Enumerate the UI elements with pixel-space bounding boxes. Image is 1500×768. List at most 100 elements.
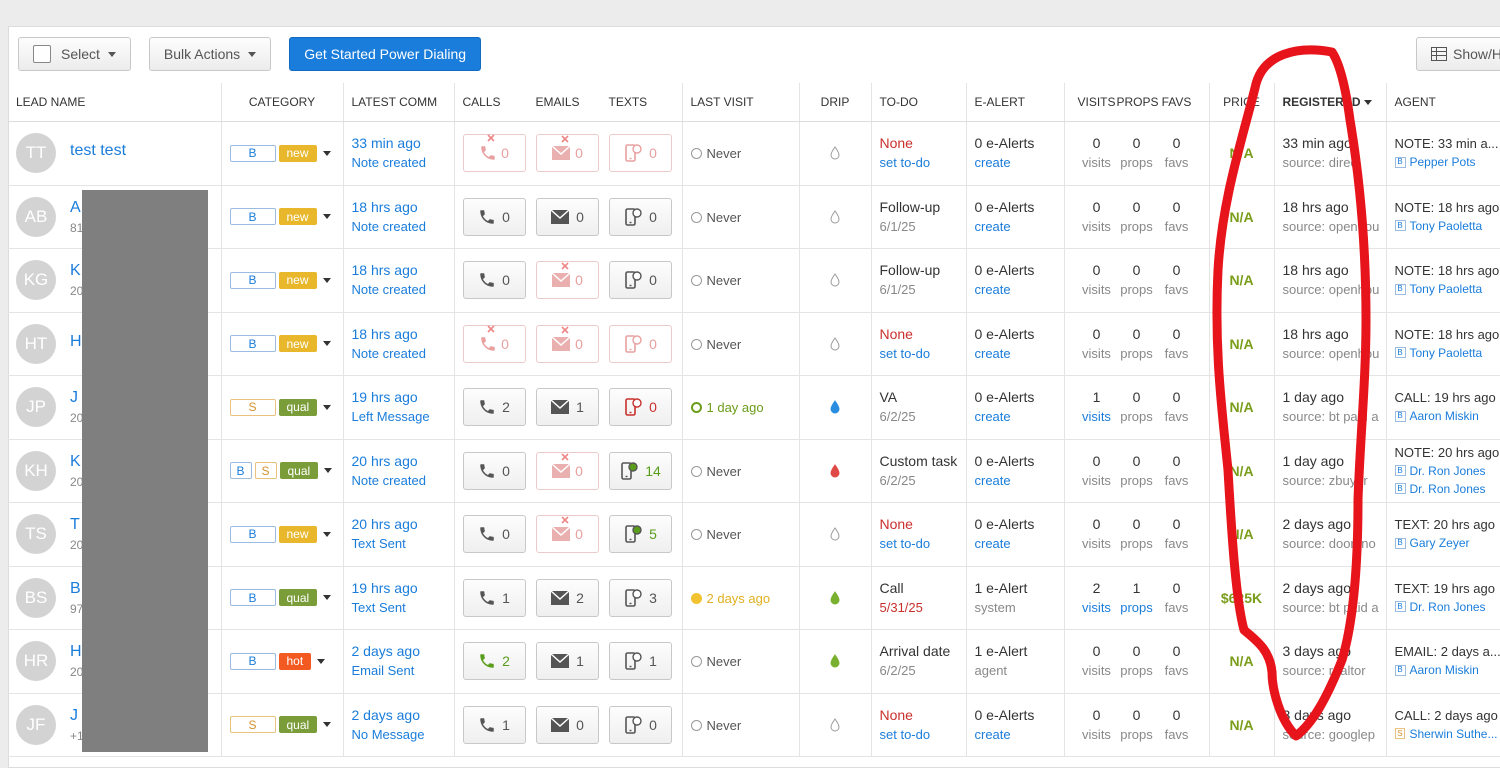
status-badge[interactable]: new [278, 525, 317, 543]
lead-name-link[interactable]: K [70, 452, 81, 470]
lead-name-link[interactable]: A [70, 198, 81, 216]
call-button[interactable]: 0 [462, 197, 526, 236]
lead-name-link[interactable]: K [70, 262, 81, 280]
drip-icon[interactable] [830, 273, 840, 287]
comm-type[interactable]: Note created [351, 472, 426, 488]
todo-date[interactable]: set to-do [879, 345, 931, 361]
col-registered[interactable]: REGISTERED [1274, 83, 1387, 122]
col-ealert[interactable]: E-ALERT [966, 83, 1065, 122]
chevron-down-icon[interactable] [322, 341, 331, 347]
todo-date[interactable]: set to-do [879, 536, 931, 552]
drip-icon[interactable] [830, 463, 840, 478]
ealert-action[interactable]: create [974, 282, 1011, 298]
col-props[interactable]: PROPS [1116, 95, 1159, 109]
text-button[interactable]: 14 [608, 451, 672, 490]
col-category[interactable]: CATEGORY [221, 83, 344, 122]
todo-date[interactable]: 6/1/25 [879, 282, 916, 298]
email-button[interactable]: 2 [535, 578, 599, 617]
comm-type[interactable]: Email Sent [351, 663, 415, 679]
comm-type[interactable]: Note created [351, 155, 426, 171]
ealert-action[interactable]: create [974, 345, 1011, 361]
email-button[interactable]: 1 [535, 388, 599, 427]
comm-time[interactable]: 19 hrs ago [351, 579, 418, 596]
lead-name-link[interactable]: T [70, 516, 80, 534]
todo-date[interactable]: 5/31/25 [879, 599, 923, 615]
comm-type[interactable]: Note created [351, 218, 426, 234]
ealert-action[interactable]: create [974, 155, 1011, 171]
text-button[interactable]: 0 [608, 134, 672, 173]
agent-link[interactable]: B Tony Paoletta [1394, 344, 1498, 362]
category-tag-b[interactable]: B [229, 589, 276, 607]
text-button[interactable]: 3 [608, 578, 672, 617]
category-tag-b[interactable]: B [229, 525, 276, 543]
comm-type[interactable]: Left Message [351, 409, 430, 425]
email-button[interactable]: 0 [535, 197, 599, 236]
status-badge[interactable]: new [278, 208, 317, 226]
drip-icon[interactable] [830, 654, 840, 668]
lead-name-link[interactable]: J [70, 389, 78, 407]
status-badge[interactable]: new [278, 335, 317, 353]
todo-title[interactable]: Follow-up [879, 198, 941, 215]
status-badge[interactable]: qual [278, 589, 318, 607]
todo-date[interactable]: 6/2/25 [879, 409, 916, 425]
comm-time[interactable]: 2 days ago [351, 643, 421, 660]
avatar[interactable]: KG [16, 260, 56, 301]
comm-time[interactable]: 19 hrs ago [351, 389, 418, 406]
avatar[interactable]: HR [16, 641, 56, 682]
comm-type[interactable]: Note created [351, 282, 426, 298]
col-lead-name[interactable]: LEAD NAME [8, 83, 222, 122]
text-button[interactable]: 0 [608, 261, 672, 300]
email-button[interactable]: 0 [535, 451, 599, 490]
comm-type[interactable]: Text Sent [351, 599, 406, 615]
call-button[interactable]: 2 [462, 642, 526, 681]
call-button[interactable]: 0 [462, 134, 526, 173]
col-visits[interactable]: VISITS [1077, 95, 1116, 109]
comm-time[interactable]: 33 min ago [351, 135, 421, 152]
status-badge[interactable]: new [278, 271, 317, 289]
ealert-action[interactable]: create [974, 218, 1011, 234]
avatar[interactable]: HT [16, 323, 56, 364]
category-tag-b[interactable]: B [229, 652, 276, 670]
drip-icon[interactable] [830, 717, 840, 732]
todo-title[interactable]: Follow-up [879, 262, 941, 279]
email-button[interactable]: 0 [535, 705, 599, 744]
category-tag-s[interactable]: S [229, 398, 276, 416]
agent-link[interactable]: B Aaron Miskin [1394, 407, 1498, 425]
agent-link[interactable]: B Pepper Pots [1394, 153, 1498, 171]
props-label[interactable]: props [1120, 599, 1153, 615]
email-button[interactable]: 0 [535, 515, 599, 554]
visits-label[interactable]: visits [1082, 409, 1111, 425]
comm-type[interactable]: Text Sent [351, 536, 406, 552]
status-badge[interactable]: new [278, 144, 317, 162]
drip-icon[interactable] [830, 146, 840, 160]
col-price[interactable]: PRICE [1209, 83, 1275, 122]
agent-link[interactable]: B Tony Paoletta [1394, 280, 1498, 298]
category-tag-b[interactable]: B [229, 271, 276, 289]
avatar[interactable]: KH [16, 450, 56, 491]
text-button[interactable]: 1 [608, 642, 672, 681]
drip-icon[interactable] [830, 400, 840, 414]
comm-time[interactable]: 2 days ago [351, 706, 421, 723]
chevron-down-icon[interactable] [323, 722, 332, 728]
lead-name-link[interactable]: test test [70, 142, 127, 160]
col-last-visit[interactable]: LAST VISIT [682, 83, 800, 122]
lead-name-link[interactable]: H [70, 643, 82, 661]
avatar[interactable]: TS [16, 514, 56, 555]
visits-label[interactable]: visits [1082, 599, 1111, 615]
call-button[interactable]: 0 [462, 261, 526, 300]
lead-name-link[interactable]: B [70, 579, 81, 597]
agent-link[interactable]: B Tony Paoletta [1394, 217, 1498, 235]
lead-name-link[interactable]: J [70, 706, 78, 724]
call-button[interactable]: 2 [462, 388, 526, 427]
col-agent[interactable]: AGENT [1386, 83, 1500, 122]
ealert-action[interactable]: create [974, 472, 1011, 488]
email-button[interactable]: 1 [535, 642, 599, 681]
col-todo[interactable]: TO-DO [871, 83, 967, 122]
drip-icon[interactable] [830, 209, 840, 224]
todo-date[interactable]: set to-do [879, 726, 931, 742]
comm-type[interactable]: Note created [351, 345, 426, 361]
